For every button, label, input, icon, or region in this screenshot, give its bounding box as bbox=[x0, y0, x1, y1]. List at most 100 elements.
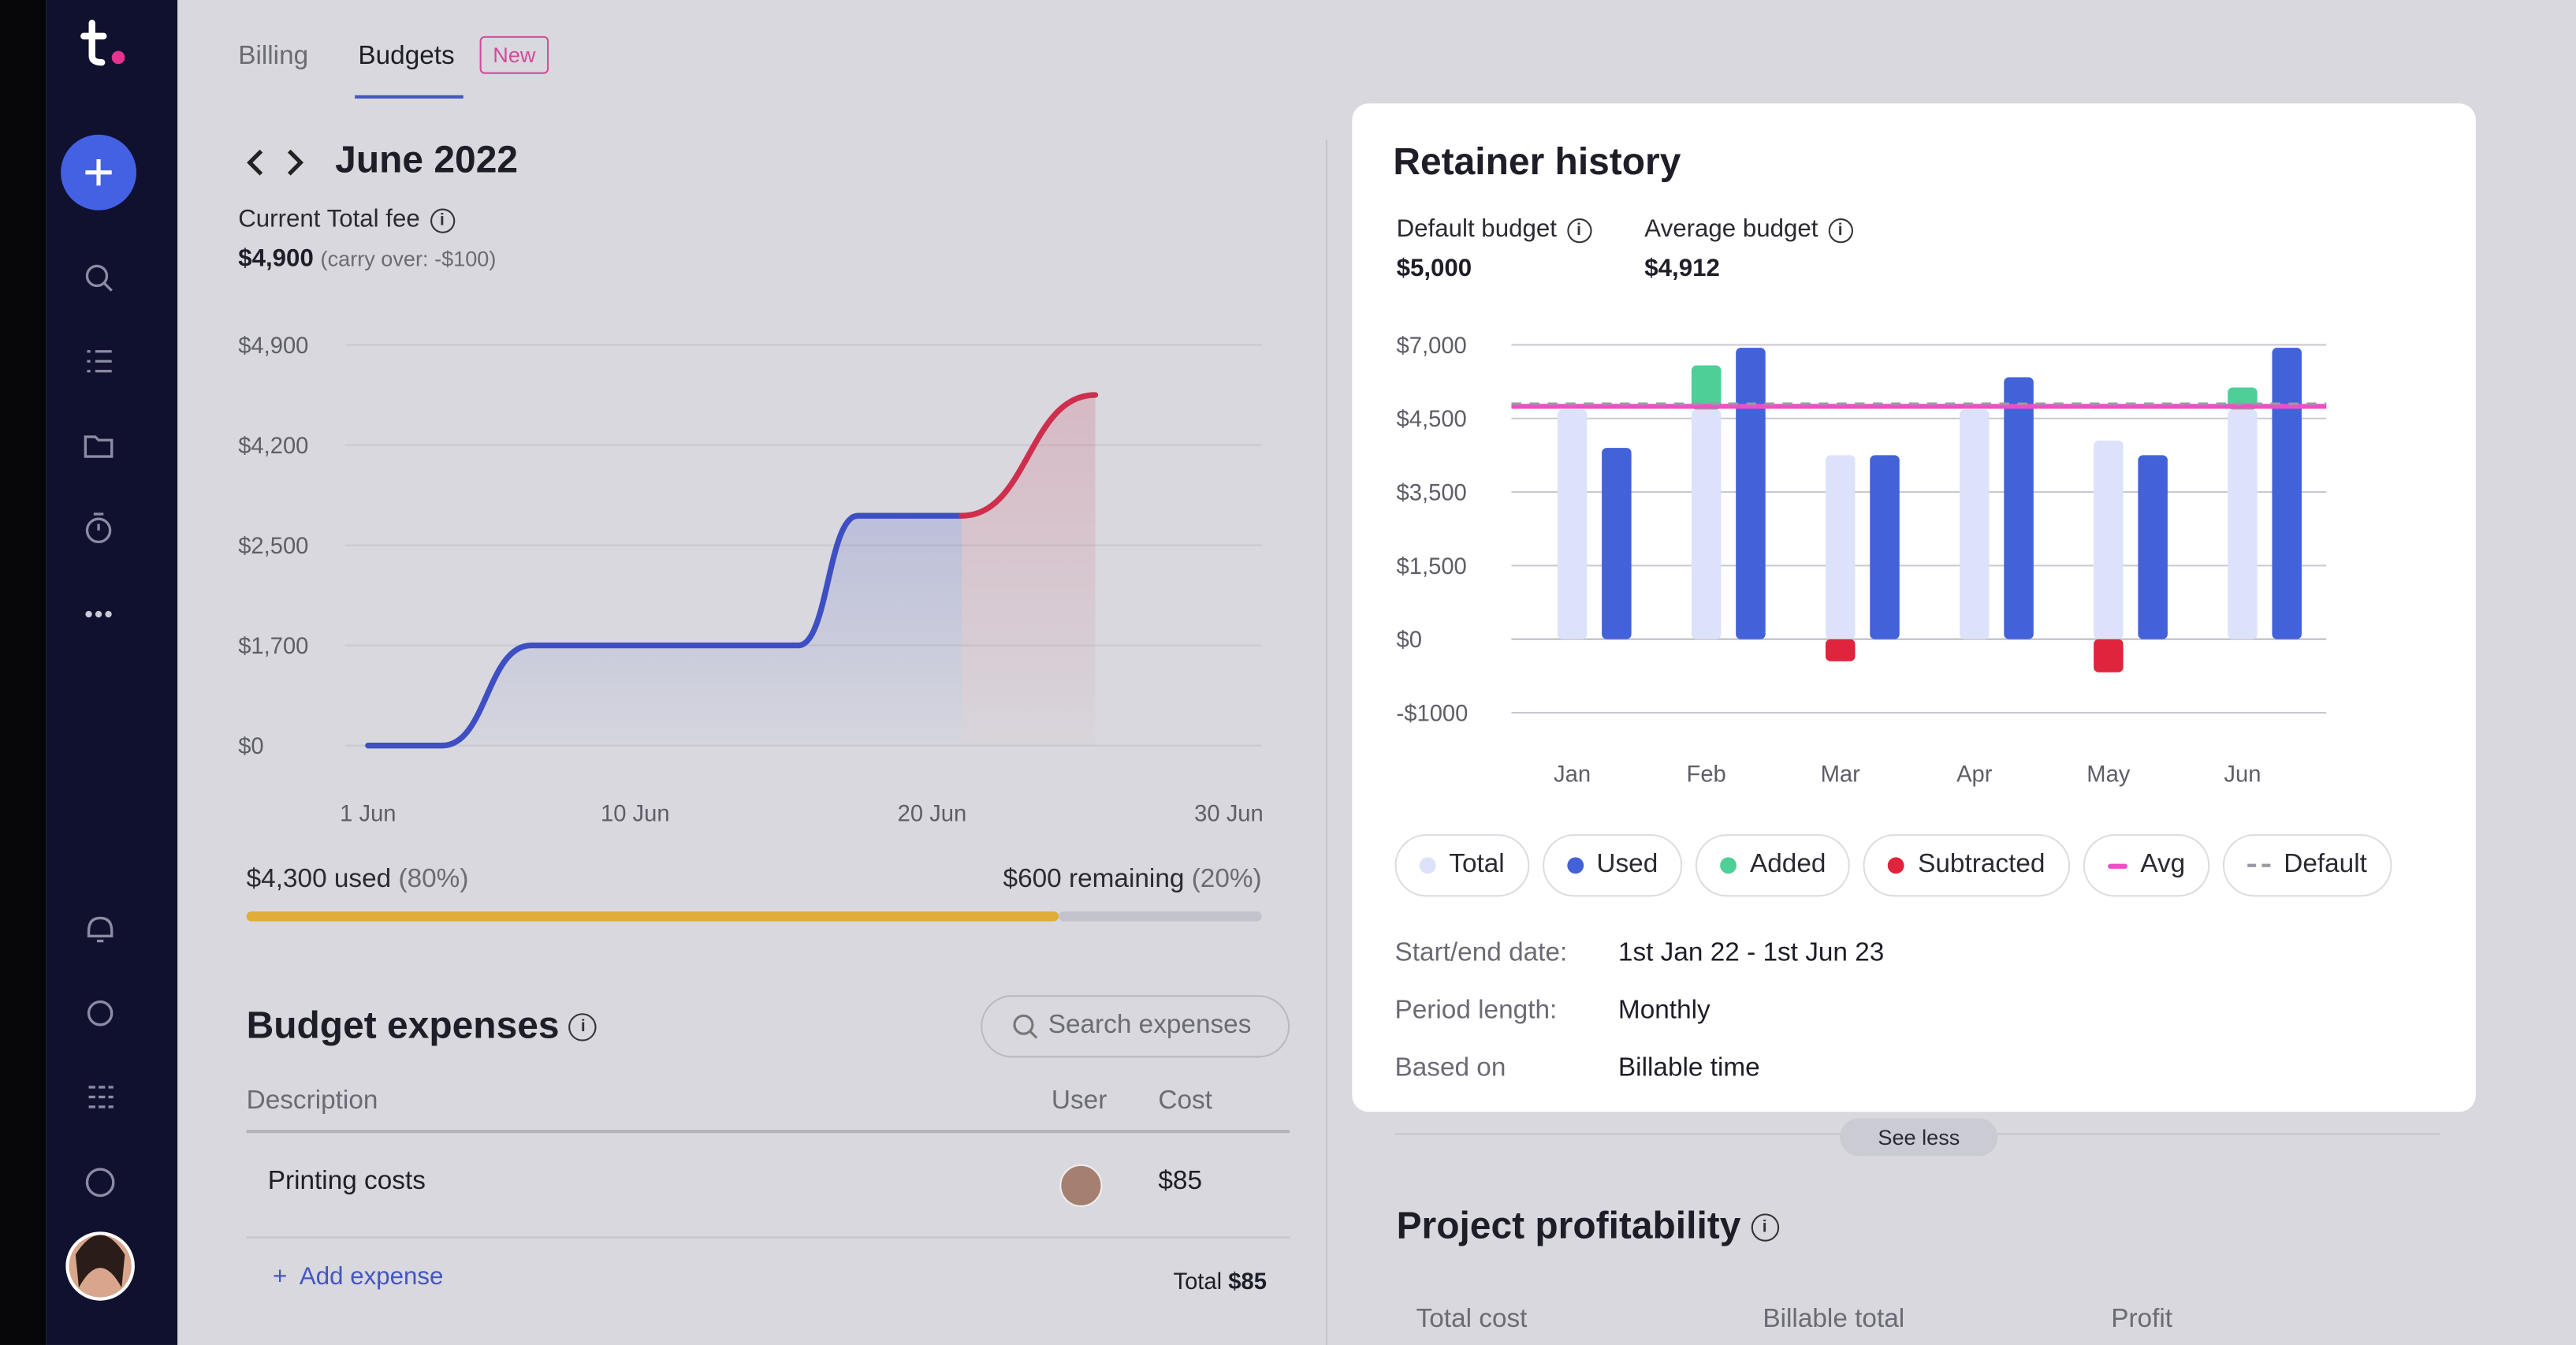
y-tick-label: $4,200 bbox=[238, 434, 308, 459]
add-expense[interactable]: + Add expense bbox=[272, 1262, 444, 1291]
search[interactable]: Search expenses bbox=[981, 995, 1290, 1058]
detail-value: Monthly bbox=[1617, 997, 1711, 1025]
legend-item[interactable]: Subtracted bbox=[1863, 834, 2070, 897]
fee-note: (carry over: -$100) bbox=[320, 246, 497, 271]
used-pct: (80%) bbox=[398, 865, 469, 894]
legend-label: Total bbox=[1449, 850, 1505, 879]
search-icon bbox=[1013, 1014, 1038, 1039]
cell: Printing costs bbox=[267, 1168, 426, 1196]
x-tick-label: 20 Jun bbox=[898, 802, 967, 827]
period-arrows[interactable] bbox=[238, 144, 320, 181]
area bbox=[367, 516, 962, 746]
tab-underline bbox=[355, 95, 463, 99]
edge bbox=[0, 0, 47, 1345]
legend-item[interactable]: Avg bbox=[2083, 834, 2210, 897]
legend-item[interactable]: Total bbox=[1394, 834, 1529, 897]
y-tick-label: $4,500 bbox=[1397, 407, 1467, 432]
legend-label: Added bbox=[1749, 850, 1826, 879]
x-tick-label: 10 Jun bbox=[601, 802, 670, 827]
progress-used bbox=[246, 911, 1059, 922]
x-tick-label: 30 Jun bbox=[1194, 802, 1264, 827]
bar-total bbox=[1691, 409, 1722, 639]
used: $4,300 used (80%) bbox=[247, 866, 469, 895]
bar-used bbox=[1870, 455, 1900, 639]
remaining-pct: (20%) bbox=[1191, 865, 1262, 894]
progress-remaining bbox=[1059, 911, 1262, 922]
card-title: Retainer history bbox=[1393, 140, 1681, 183]
info-icon[interactable]: i bbox=[430, 207, 455, 233]
profitability-title: Project profitability i bbox=[1397, 1204, 1779, 1248]
info-icon[interactable]: i bbox=[569, 1014, 597, 1042]
remaining-text: $600 remaining bbox=[1003, 865, 1185, 894]
bar-added bbox=[1691, 365, 1722, 410]
y-tick-label: $4,900 bbox=[238, 333, 308, 359]
badge: New bbox=[479, 35, 549, 74]
fee-label: Current Total fee i bbox=[238, 205, 455, 233]
y-tick-label: $1,700 bbox=[238, 634, 308, 659]
see-less[interactable]: See less bbox=[1840, 1118, 1998, 1157]
legend-item[interactable]: Default bbox=[2223, 834, 2392, 897]
y-tick-label: -$1000 bbox=[1397, 701, 1469, 726]
bar-used bbox=[2138, 455, 2168, 639]
remaining: $600 remaining (20%) bbox=[1003, 866, 1262, 895]
x-tick-label: Apr bbox=[1956, 762, 1993, 788]
info-icon[interactable]: i bbox=[1827, 218, 1853, 243]
y-tick-label: $2,500 bbox=[238, 534, 308, 559]
tab[interactable]: Billing bbox=[238, 43, 309, 71]
x-tick-label: 1 Jun bbox=[340, 802, 396, 827]
legend-swatch bbox=[2107, 863, 2127, 868]
legend-label: Used bbox=[1596, 850, 1658, 879]
col-head: Profit bbox=[2111, 1305, 2173, 1334]
y-tick-label: $1,500 bbox=[1397, 554, 1467, 579]
stat-label: Average budget i bbox=[1644, 215, 1853, 243]
col-head: User bbox=[1051, 1086, 1107, 1116]
x-tick-label: Feb bbox=[1687, 762, 1726, 788]
info-icon[interactable]: i bbox=[1750, 1214, 1779, 1243]
y-tick-label: $0 bbox=[238, 734, 263, 759]
fee-value: $4,900 bbox=[238, 244, 314, 273]
stat-label-text: Default budget bbox=[1396, 214, 1557, 244]
cell: $85 bbox=[1158, 1168, 1203, 1196]
legend-swatch bbox=[2247, 863, 2271, 867]
used-text: $4,300 used bbox=[246, 865, 392, 894]
expenses-title: Budget expenses i bbox=[247, 1004, 597, 1048]
tab-active[interactable]: Budgets bbox=[358, 43, 455, 71]
fee: $4,900 (carry over: -$100) bbox=[238, 244, 496, 272]
col-head: Cost bbox=[1158, 1086, 1212, 1116]
rule bbox=[246, 1130, 1290, 1134]
bar-subtracted bbox=[2094, 639, 2124, 672]
info-icon[interactable]: i bbox=[1566, 218, 1591, 243]
legend-label: Subtracted bbox=[1918, 850, 2046, 879]
y-tick-label: $3,500 bbox=[1397, 480, 1467, 505]
x-tick-label: Jan bbox=[1554, 762, 1591, 788]
area bbox=[962, 394, 1096, 746]
detail-label: Period length: bbox=[1394, 997, 1558, 1025]
line bbox=[959, 392, 1099, 519]
bar-used bbox=[1736, 348, 1766, 639]
detail-value: Billable time bbox=[1617, 1054, 1760, 1082]
add-expense-text[interactable]: Add expense bbox=[299, 1262, 444, 1291]
legend-swatch bbox=[1720, 857, 1737, 874]
bar-total bbox=[1960, 409, 1990, 639]
profitability-title-text: Project profitability bbox=[1396, 1203, 1741, 1246]
bar-total bbox=[2228, 409, 2258, 639]
user-avatar bbox=[1059, 1164, 1103, 1208]
bar-total bbox=[2094, 440, 2124, 639]
bar-used bbox=[1602, 448, 1632, 639]
legend: Total Used Added Subtracted Avg Default bbox=[1394, 834, 2392, 897]
legend-item[interactable]: Used bbox=[1542, 834, 1683, 897]
fee-label-text: Current Total fee bbox=[238, 205, 420, 233]
bar-subtracted bbox=[1825, 639, 1856, 661]
line bbox=[365, 512, 965, 749]
legend-swatch bbox=[1566, 857, 1584, 874]
total-value: $85 bbox=[1228, 1268, 1267, 1295]
sidebar bbox=[46, 0, 178, 1345]
x-tick-label: Mar bbox=[1821, 762, 1861, 788]
y-tick-label: $0 bbox=[1397, 628, 1422, 653]
detail-label: Start/end date: bbox=[1394, 939, 1568, 967]
legend-label: Avg bbox=[2140, 850, 2186, 879]
legend-item[interactable]: Added bbox=[1696, 834, 1851, 897]
